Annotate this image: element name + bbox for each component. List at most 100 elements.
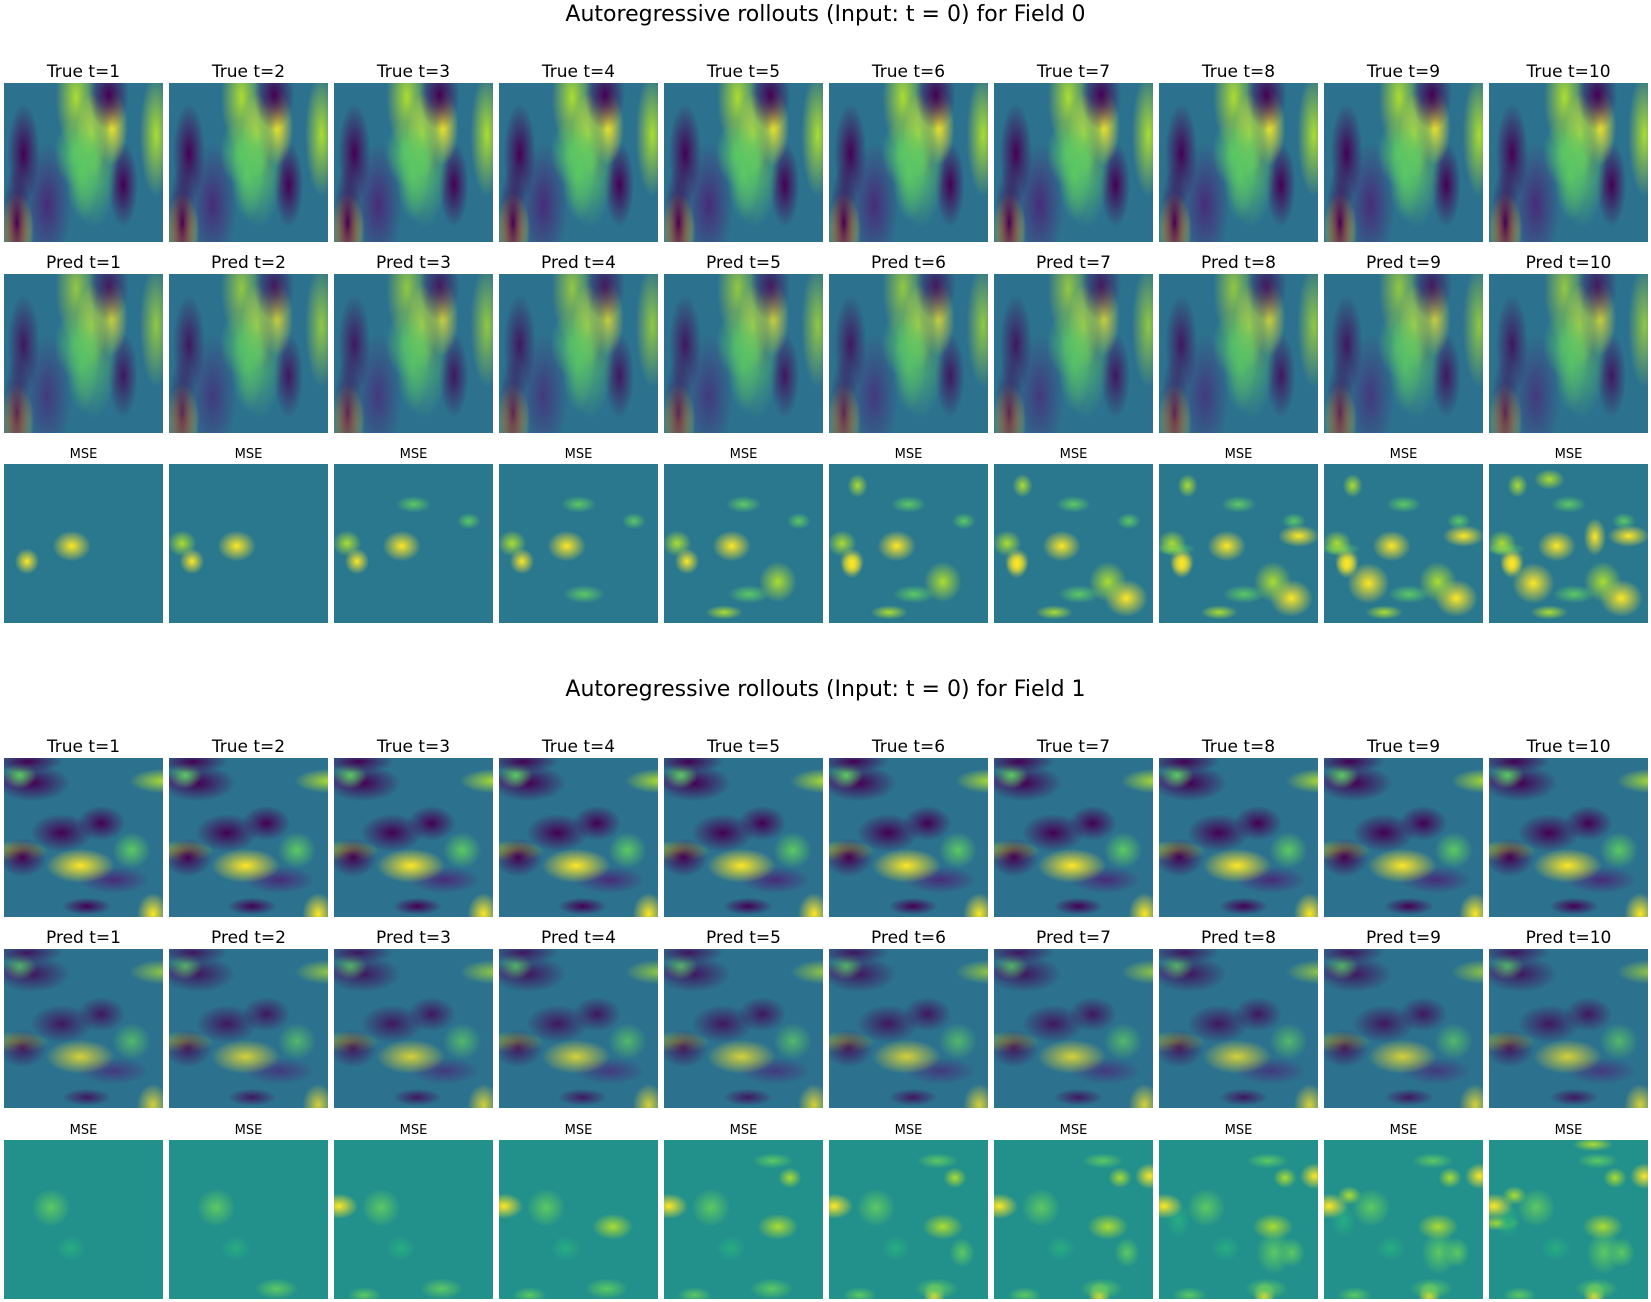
true-panel-title: True t=3 xyxy=(376,737,451,757)
true-panel-title: True t=8 xyxy=(1201,62,1276,82)
mse-heatmap-field1-t7 xyxy=(994,1140,1153,1299)
true-heatmap-field0-t9 xyxy=(1324,83,1483,242)
pred-panel-title: Pred t=10 xyxy=(1525,253,1612,273)
true-heatmap-field1-t2 xyxy=(169,758,328,917)
pred-heatmap-field1-t5 xyxy=(664,949,823,1108)
true-heatmap-field1-t7 xyxy=(994,758,1153,917)
true-panel-title: True t=2 xyxy=(211,737,286,757)
pred-heatmap-field1-t4 xyxy=(499,949,658,1108)
true-panel-title: True t=8 xyxy=(1201,737,1276,757)
true-panel-title: True t=4 xyxy=(541,62,616,82)
mse-heatmap-field1-t1 xyxy=(4,1140,163,1299)
true-panel-title: True t=9 xyxy=(1366,62,1441,82)
true-heatmap-field1-t4 xyxy=(499,758,658,917)
true-heatmap-field0-t5 xyxy=(664,83,823,242)
true-panel-title: True t=5 xyxy=(706,62,781,82)
true-heatmap-field1-t9 xyxy=(1324,758,1483,917)
mse-heatmap-field0-t10 xyxy=(1489,464,1648,623)
mse-panel-title: MSE xyxy=(729,447,758,462)
mse-heatmap-field1-t9 xyxy=(1324,1140,1483,1299)
mse-heatmap-field1-t4 xyxy=(499,1140,658,1299)
pred-heatmap-field0-t5 xyxy=(664,274,823,433)
mse-panel-title: MSE xyxy=(729,1123,758,1138)
pred-panel-title: Pred t=7 xyxy=(1036,253,1111,273)
true-heatmap-field0-t6 xyxy=(829,83,988,242)
pred-heatmap-field1-t8 xyxy=(1159,949,1318,1108)
mse-heatmap-field1-t10 xyxy=(1489,1140,1648,1299)
true-heatmap-field1-t3 xyxy=(334,758,493,917)
true-panel-title: True t=1 xyxy=(46,737,121,757)
mse-heatmap-field0-t5 xyxy=(664,464,823,623)
pred-panel-title: Pred t=1 xyxy=(46,253,121,273)
pred-panel-title: Pred t=9 xyxy=(1366,253,1441,273)
pred-panel-title: Pred t=10 xyxy=(1525,928,1612,948)
mse-heatmap-field1-t6 xyxy=(829,1140,988,1299)
true-panel-title: True t=10 xyxy=(1526,737,1611,757)
true-heatmap-field0-t1 xyxy=(4,83,163,242)
pred-panel-title: Pred t=2 xyxy=(211,253,286,273)
mse-heatmap-field1-t5 xyxy=(664,1140,823,1299)
mse-heatmap-field0-t7 xyxy=(994,464,1153,623)
pred-heatmap-field0-t7 xyxy=(994,274,1153,433)
pred-heatmap-field1-t9 xyxy=(1324,949,1483,1108)
pred-panel-title: Pred t=9 xyxy=(1366,928,1441,948)
true-panel-title: True t=7 xyxy=(1036,737,1111,757)
true-heatmap-field0-t3 xyxy=(334,83,493,242)
mse-heatmap-field0-t3 xyxy=(334,464,493,623)
mse-panel-title: MSE xyxy=(399,447,428,462)
true-panel-title: True t=3 xyxy=(376,62,451,82)
mse-panel-title: MSE xyxy=(564,1123,593,1138)
pred-panel-title: Pred t=5 xyxy=(706,928,781,948)
true-heatmap-field1-t8 xyxy=(1159,758,1318,917)
mse-heatmap-field0-t2 xyxy=(169,464,328,623)
mse-panel-title: MSE xyxy=(1059,447,1088,462)
pred-heatmap-field0-t10 xyxy=(1489,274,1648,433)
mse-heatmap-field1-t3 xyxy=(334,1140,493,1299)
mse-heatmap-field0-t1 xyxy=(4,464,163,623)
mse-panel-title: MSE xyxy=(1224,1123,1253,1138)
mse-panel-title: MSE xyxy=(564,447,593,462)
true-heatmap-field0-t4 xyxy=(499,83,658,242)
true-panel-title: True t=4 xyxy=(541,737,616,757)
pred-heatmap-field1-t10 xyxy=(1489,949,1648,1108)
mse-heatmap-field0-t8 xyxy=(1159,464,1318,623)
pred-panel-title: Pred t=4 xyxy=(541,253,616,273)
mse-heatmap-field0-t6 xyxy=(829,464,988,623)
pred-heatmap-field0-t4 xyxy=(499,274,658,433)
mse-panel-title: MSE xyxy=(234,1123,263,1138)
mse-panel-title: MSE xyxy=(1224,447,1253,462)
mse-panel-title: MSE xyxy=(1059,1123,1088,1138)
pred-heatmap-field1-t3 xyxy=(334,949,493,1108)
pred-panel-title: Pred t=2 xyxy=(211,928,286,948)
pred-heatmap-field1-t2 xyxy=(169,949,328,1108)
true-panel-title: True t=10 xyxy=(1526,62,1611,82)
mse-heatmap-field1-t2 xyxy=(169,1140,328,1299)
mse-panel-title: MSE xyxy=(69,447,98,462)
true-panel-title: True t=2 xyxy=(211,62,286,82)
mse-panel-title: MSE xyxy=(894,1123,923,1138)
pred-heatmap-field0-t9 xyxy=(1324,274,1483,433)
figure-title: Autoregressive rollouts (Input: t = 0) f… xyxy=(565,2,1086,27)
mse-panel-title: MSE xyxy=(234,447,263,462)
pred-heatmap-field0-t1 xyxy=(4,274,163,433)
true-panel-title: True t=6 xyxy=(871,737,946,757)
mse-panel-title: MSE xyxy=(1554,1123,1583,1138)
mse-panel-title: MSE xyxy=(1389,447,1418,462)
mse-panel-title: MSE xyxy=(894,447,923,462)
pred-heatmap-field0-t6 xyxy=(829,274,988,433)
true-panel-title: True t=6 xyxy=(871,62,946,82)
pred-panel-title: Pred t=8 xyxy=(1201,253,1276,273)
pred-heatmap-field0-t3 xyxy=(334,274,493,433)
true-heatmap-field1-t10 xyxy=(1489,758,1648,917)
true-heatmap-field0-t10 xyxy=(1489,83,1648,242)
pred-panel-title: Pred t=1 xyxy=(46,928,121,948)
mse-heatmap-field1-t8 xyxy=(1159,1140,1318,1299)
pred-panel-title: Pred t=7 xyxy=(1036,928,1111,948)
pred-heatmap-field1-t7 xyxy=(994,949,1153,1108)
pred-panel-title: Pred t=3 xyxy=(376,253,451,273)
pred-panel-title: Pred t=3 xyxy=(376,928,451,948)
true-heatmap-field1-t6 xyxy=(829,758,988,917)
mse-panel-title: MSE xyxy=(69,1123,98,1138)
figure-title: Autoregressive rollouts (Input: t = 0) f… xyxy=(565,677,1086,702)
true-heatmap-field0-t8 xyxy=(1159,83,1318,242)
